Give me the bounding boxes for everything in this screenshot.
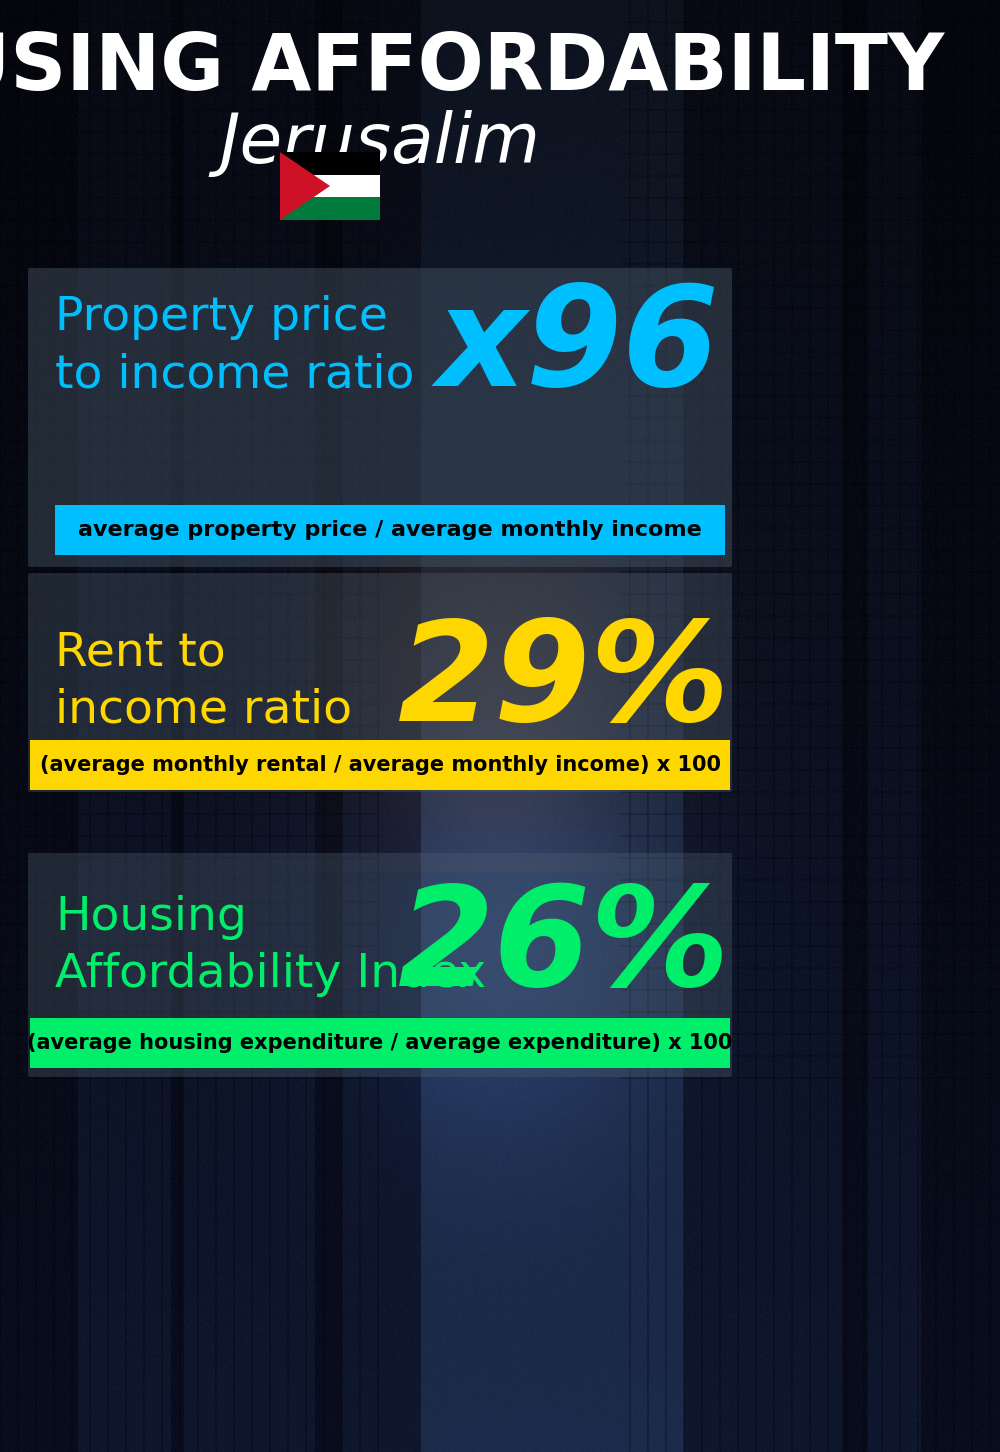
Text: x96: x96 — [437, 280, 720, 415]
FancyBboxPatch shape — [55, 505, 725, 555]
FancyBboxPatch shape — [30, 1018, 730, 1069]
Text: 29%: 29% — [398, 616, 730, 751]
Text: Jerusalim: Jerusalim — [220, 110, 540, 177]
Polygon shape — [280, 152, 330, 221]
FancyBboxPatch shape — [28, 269, 732, 566]
Text: (average monthly rental / average monthly income) x 100: (average monthly rental / average monthl… — [40, 755, 720, 775]
FancyBboxPatch shape — [30, 741, 730, 790]
FancyBboxPatch shape — [280, 197, 380, 221]
FancyBboxPatch shape — [280, 152, 380, 174]
Text: average property price / average monthly income: average property price / average monthly… — [78, 520, 702, 540]
Text: HOUSING AFFORDABILITY: HOUSING AFFORDABILITY — [0, 30, 944, 106]
Text: 26%: 26% — [398, 880, 730, 1015]
FancyBboxPatch shape — [280, 174, 380, 197]
FancyBboxPatch shape — [28, 574, 732, 791]
Text: Property price
to income ratio: Property price to income ratio — [55, 295, 414, 398]
Text: Rent to
income ratio: Rent to income ratio — [55, 630, 352, 732]
FancyBboxPatch shape — [28, 852, 732, 1077]
Text: Housing
Affordability Index: Housing Affordability Index — [55, 894, 486, 998]
Text: (average housing expenditure / average expenditure) x 100: (average housing expenditure / average e… — [27, 1032, 733, 1053]
